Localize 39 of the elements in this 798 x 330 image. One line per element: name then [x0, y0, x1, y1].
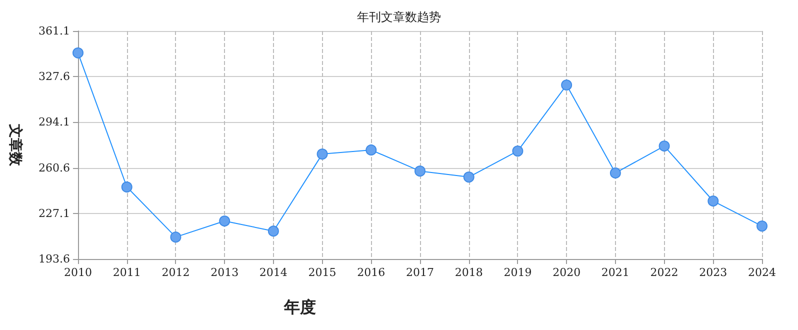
point: [366, 144, 377, 156]
x-tick-label: 2017: [406, 266, 434, 279]
x-tick-label: 2019: [504, 266, 532, 279]
y-tick-label: 294.1: [38, 116, 70, 129]
point: [219, 216, 230, 227]
point: [610, 167, 621, 178]
y-tick-label: 227.1: [38, 206, 70, 220]
point: [170, 232, 182, 243]
point: [414, 166, 426, 177]
y-axis-title: 文章数: [7, 123, 24, 167]
x-tick-label: 2022: [650, 266, 678, 279]
y-tick-label: 361.1: [38, 24, 70, 38]
x-tick-label: 2014: [259, 266, 288, 279]
x-tick-label: 2018: [454, 266, 483, 279]
x-tick-label: 2024: [748, 266, 776, 279]
x-tick-label: 2023: [699, 266, 728, 279]
x-tick-label: 2010: [64, 266, 92, 279]
x-tick-label: 2015: [308, 266, 336, 279]
point: [658, 140, 670, 152]
point: [463, 172, 474, 183]
y-tick-label: 327.6: [38, 70, 70, 84]
x-tick-label: 2016: [357, 266, 386, 279]
x-tick-label: 2013: [210, 266, 239, 279]
point: [316, 148, 328, 160]
point: [708, 196, 719, 207]
x-axis-title: 年度: [283, 298, 316, 316]
point: [121, 181, 132, 192]
x-tick-label: 2021: [601, 266, 630, 279]
point: [512, 146, 524, 157]
y-tick-label: 193.6: [38, 252, 70, 266]
x-tick-label: 2020: [552, 266, 581, 279]
x-tick-label: 2012: [162, 266, 190, 279]
chart-title: 年刊文章数趋势: [357, 10, 441, 24]
point: [268, 226, 279, 237]
y-tick-label: 260.6: [38, 161, 70, 174]
point: [756, 220, 768, 232]
point: [561, 80, 572, 91]
x-tick-label: 2011: [112, 266, 141, 279]
point: [72, 47, 84, 58]
